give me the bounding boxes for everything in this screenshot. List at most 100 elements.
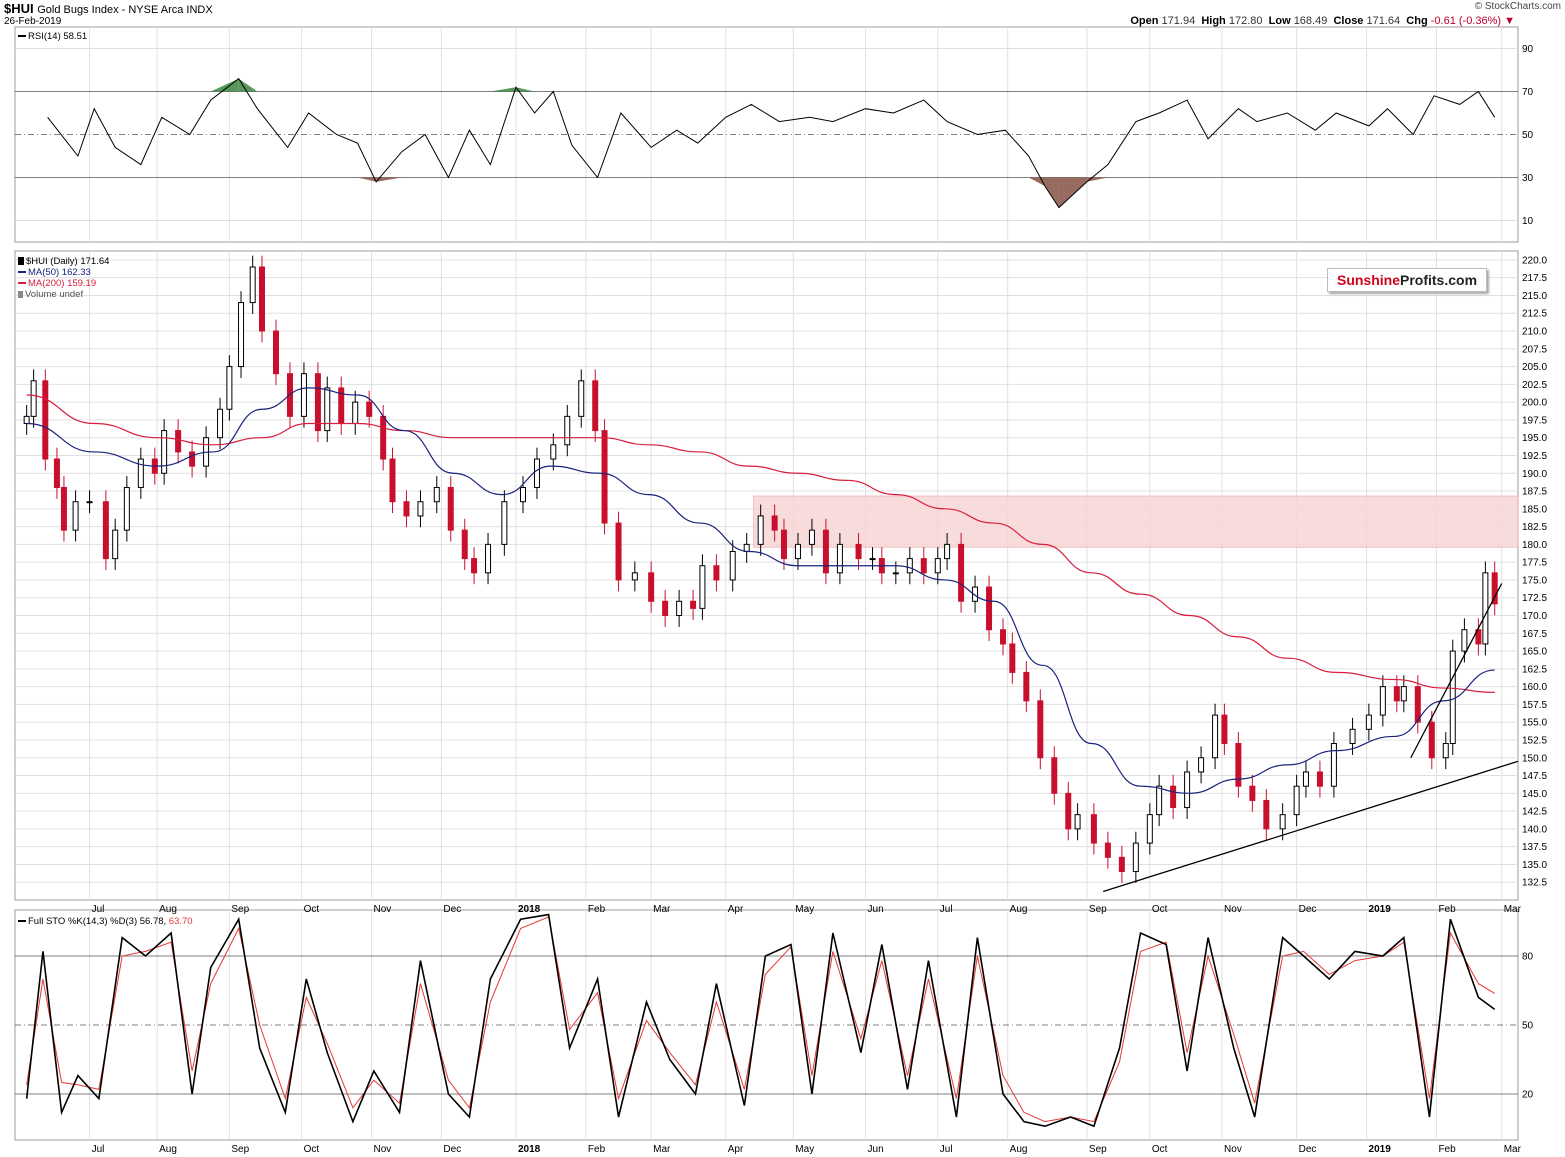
y-tick-label: 140.0 [1522,824,1547,835]
candle-up [1400,686,1407,702]
candle-down [403,501,410,517]
ma50-swatch [18,271,26,274]
x-tick-label-bottom: 2018 [518,1144,541,1155]
y-tick-label: 182.5 [1522,522,1547,533]
x-tick-label-bottom: May [795,1144,814,1155]
rsi-tick-label: 70 [1522,87,1534,98]
candle-down [822,529,829,574]
candle-up [1293,785,1300,816]
candle-down [1000,629,1007,645]
y-tick-label: 215.0 [1522,291,1547,302]
short-trend-line [1410,583,1503,759]
y-tick-label: 212.5 [1522,309,1547,320]
chg-value: -0.61 (-0.36%) [1430,15,1502,27]
candle-up [578,380,585,417]
candle-down [1475,629,1482,645]
y-tick-label: 157.5 [1522,700,1547,711]
rsi-line [47,77,1496,209]
candle-up [1482,572,1489,645]
ma50-legend-label: MA(50) 162.33 [28,267,91,278]
x-tick-label-bottom: Aug [1010,1144,1028,1155]
candle-up [1442,743,1449,759]
x-tick-label: 2019 [1369,904,1392,915]
candle-down [175,430,182,453]
candle-up [1184,771,1191,809]
y-tick-label: 190.0 [1522,469,1547,480]
copyright-label: © StockCharts.com [1474,1,1561,12]
y-tick-label: 217.5 [1522,273,1547,284]
x-tick-label: Dec [443,904,461,915]
close-value: 171.64 [1366,15,1401,27]
y-tick-label: 200.0 [1522,398,1547,409]
y-tick-label: 177.5 [1522,558,1547,569]
candle-down [1263,799,1270,830]
candle-up [757,515,764,545]
candle-down [189,451,196,467]
candle-down [713,565,720,581]
candle-down [380,415,387,460]
candle-down [662,600,669,617]
candle-up [137,458,144,488]
y-tick-label: 185.0 [1522,504,1547,515]
candle-up [324,387,331,432]
y-tick-label: 192.5 [1522,451,1547,462]
candle-up [485,543,492,574]
candle-down [314,373,321,432]
resistance-zone [753,495,1519,548]
candle-down [1090,814,1097,844]
y-tick-label: 167.5 [1522,629,1547,640]
ma50-line [26,387,1495,794]
x-tick-label: Aug [159,904,177,915]
y-tick-label: 145.0 [1522,789,1547,800]
candle-down [366,401,373,417]
candle-up [906,558,913,574]
rsi-overbought-fill [210,78,239,92]
candle-down [855,543,862,560]
y-tick-label: 195.0 [1522,433,1547,444]
candle-up [23,415,30,424]
sto-tick-label: 50 [1522,1021,1534,1032]
candle-up [1379,686,1386,716]
x-tick-label: Mar [1504,904,1522,915]
x-tick-label-bottom: Dec [443,1144,461,1155]
candle-up [1279,814,1286,830]
x-tick-label: Sep [231,904,249,915]
candle-down [1316,771,1323,787]
candle-down [60,486,67,531]
x-tick-label-bottom: Mar [653,1144,671,1155]
logo-part-1: Sunshine [1336,272,1400,288]
high-label: High [1201,15,1226,27]
x-tick-label: Feb [588,904,606,915]
x-tick-label: Nov [374,904,392,915]
candle-down [592,380,599,432]
x-tick-label-bottom: Jun [868,1144,884,1155]
candle-down [42,380,49,460]
candle-down [1428,721,1435,759]
x-tick-label-bottom: Apr [728,1144,744,1155]
y-tick-label: 197.5 [1522,415,1547,426]
candle-down [780,529,787,560]
x-tick-label-bottom: Jul [940,1144,953,1155]
candle-up [112,529,119,560]
rsi-oversold-fill [376,177,402,182]
candle-up [631,572,638,581]
y-tick-label: 147.5 [1522,771,1547,782]
x-tick-label: May [795,904,814,915]
down-arrow-icon: ▼ [1504,15,1515,27]
chart-date: 26-Feb-2019 [4,16,62,27]
sunshine-profits-logo: SunshineProfits.com [1327,268,1487,292]
logo-part-2: Profits.com [1400,272,1478,288]
index-title: Gold Bugs Index - NYSE Arca INDX [37,4,213,16]
rsi-oversold-fill [1028,177,1045,187]
candle-down [958,543,965,602]
ma200-line [26,394,1495,693]
rsi-oversold-fill [1044,177,1059,208]
x-tick-label: 2018 [518,904,541,915]
volume-legend-label: Volume undef [25,289,84,300]
candle-down [461,529,468,560]
price-legend-item: $HUI (Daily) 171.64 [18,256,109,267]
x-tick-label-bottom: Dec [1299,1144,1317,1155]
rsi-overbought-fill [238,78,258,92]
y-tick-label: 172.5 [1522,593,1547,604]
